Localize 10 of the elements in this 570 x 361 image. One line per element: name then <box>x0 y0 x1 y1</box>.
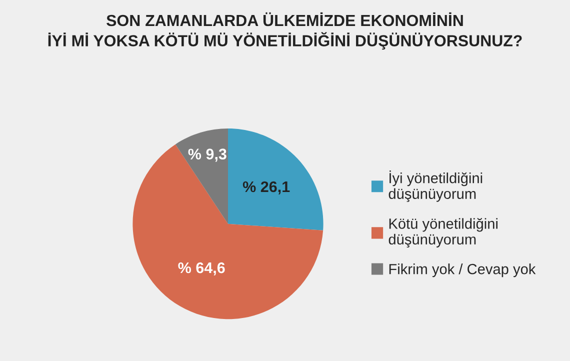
pie-slice <box>228 128 324 230</box>
legend-label: Kötü yönetildiğini düşünüyorum <box>388 218 498 248</box>
legend-label: İyi yönetildiğini düşünüyorum <box>388 170 482 202</box>
data-label: % 26,1 <box>242 181 290 194</box>
pie-slice <box>175 128 228 224</box>
chart-title: SON ZAMANLARDA ÜLKEMİZDE EKONOMİNİN İYİ Mİ YOKSA KÖTÜ MÜ YÖNETİLDİĞİNİ DÜŞÜNÜYORSUNUZ? <box>48 12 522 50</box>
data-label: % 9,3 <box>188 148 226 162</box>
legend-label: Fikrim yok / Cevap yok <box>389 264 536 278</box>
data-label: % 64,6 <box>178 262 225 276</box>
pie-slice <box>132 144 324 320</box>
